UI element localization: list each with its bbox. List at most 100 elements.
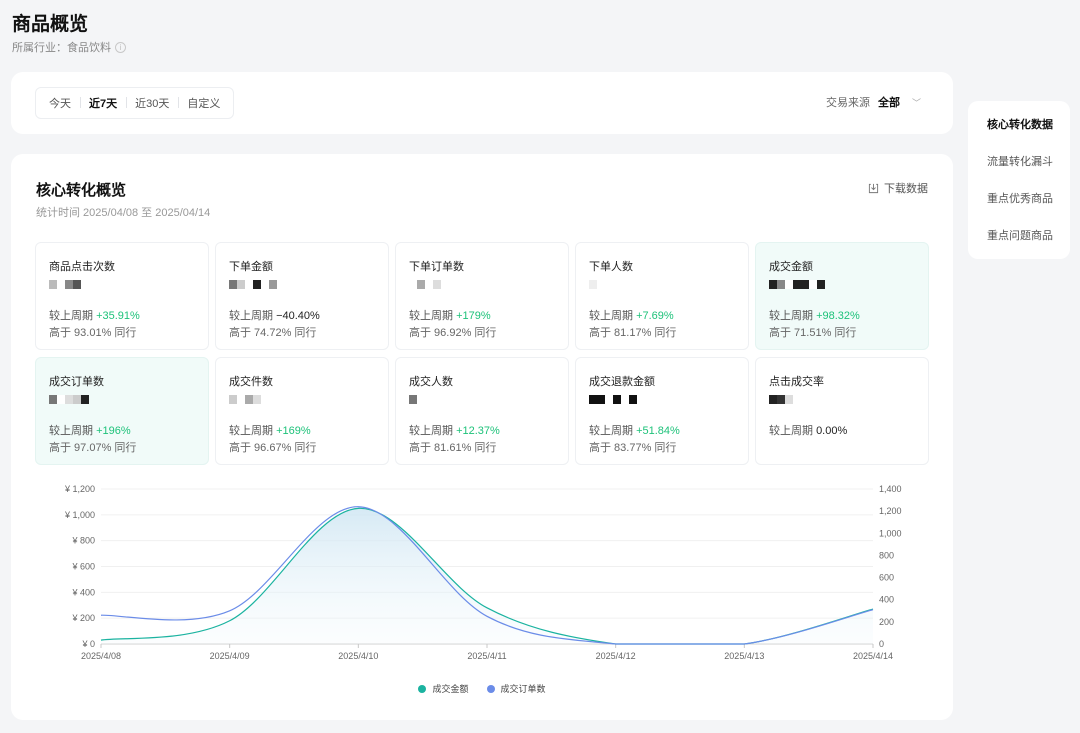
date-range-selector: 今天 近7天 近30天 自定义 (35, 87, 235, 119)
section-title: 核心转化概览 (36, 182, 127, 199)
metric-card[interactable]: 成交人数 较上周期 +12.37% 高于 81.61% 同行 (395, 357, 569, 465)
x-tick-label: 2025/4/14 (853, 651, 893, 661)
x-tick-label: 2025/4/09 (210, 651, 250, 661)
y-right-tick-label: 1,200 (879, 506, 902, 516)
source-label: 交易来源 (825, 97, 870, 109)
metric-card[interactable]: 商品点击次数 较上周期 +35.91% 高于 93.01% 同行 (35, 242, 209, 350)
y-left-tick-label: ¥ 1,000 (64, 510, 95, 520)
metric-compare-value: +98.32% (816, 310, 860, 322)
metric-card[interactable]: 下单订单数较上周期 +179% 高于 96.92% 同行 (395, 242, 569, 350)
anchor-top-products[interactable]: 重点优秀商品 (987, 193, 1053, 205)
metric-value-masked (769, 395, 793, 405)
y-left-tick-label: ¥ 600 (71, 562, 95, 572)
metric-compare: 较上周期 −40.40% (229, 307, 320, 323)
y-right-tick-label: 0 (879, 639, 884, 649)
metric-value-masked (769, 280, 825, 290)
anchor-core-data[interactable]: 核心转化数据 (987, 119, 1053, 131)
metric-card[interactable]: 点击成交率较上周期 0.00% (755, 357, 929, 465)
metric-compare-value: +196% (96, 425, 131, 437)
metric-value-masked (409, 280, 441, 290)
metric-card[interactable]: 成交金额较上周期 +98.32% 高于 71.51% 同行 (755, 242, 929, 350)
y-right-tick-label: 1,400 (879, 484, 902, 494)
metric-value-masked (49, 395, 89, 405)
metric-label: 成交退款金额 (589, 376, 655, 388)
stat-period: 统计时间 2025/04/08 至 2025/04/14 (36, 207, 211, 219)
metric-compare-value: +35.91% (96, 310, 140, 322)
legend-item-orders[interactable]: 成交订单数 (486, 682, 546, 695)
y-right-tick-label: 200 (879, 617, 894, 627)
chart-legend: 成交金额 成交订单数 (11, 682, 953, 695)
metric-compare-value: +7.69% (636, 310, 674, 322)
metric-peer-rank: 高于 71.51% 同行 (769, 327, 857, 339)
download-icon (868, 183, 879, 193)
source-selector[interactable]: 交易来源 全部 ﹀ (826, 94, 921, 110)
metric-peer-rank: 高于 81.61% 同行 (409, 442, 497, 454)
page-title: 商品概览 (12, 14, 89, 35)
metric-compare-label: 较上周期 (409, 425, 453, 437)
metric-card[interactable]: 下单金额较上周期 −40.40% 高于 74.72% 同行 (215, 242, 389, 350)
y-left-tick-label: ¥ 0 (81, 639, 95, 649)
x-tick-label: 2025/4/11 (467, 651, 506, 661)
range-custom[interactable]: 自定义 (178, 95, 229, 111)
source-value[interactable]: 全部 (877, 97, 900, 109)
metric-compare: 较上周期 +35.91% (49, 307, 140, 323)
metric-compare: 较上周期 +51.84% (589, 422, 680, 438)
legend-label-amount: 成交金额 (432, 684, 469, 694)
metric-compare-value: +51.84% (636, 425, 680, 437)
metric-compare-value: 0.00% (816, 425, 848, 437)
info-icon[interactable]: i (115, 41, 126, 53)
chevron-down-icon[interactable]: ﹀ (911, 97, 921, 108)
metric-value-masked (589, 280, 597, 290)
range-30days[interactable]: 近30天 (126, 95, 178, 111)
anchor-traffic-funnel[interactable]: 流量转化漏斗 (987, 156, 1053, 168)
metric-compare-label: 较上周期 (769, 310, 813, 322)
x-tick-label: 2025/4/08 (81, 651, 121, 661)
legend-item-amount[interactable]: 成交金额 (418, 682, 469, 695)
metric-card[interactable]: 下单人数 较上周期 +7.69% 高于 81.17% 同行 (575, 242, 749, 350)
metric-peer-rank: 高于 96.92% 同行 (409, 327, 497, 339)
metric-compare-label: 较上周期 (229, 310, 273, 322)
metric-compare: 较上周期 0.00% (769, 422, 847, 438)
metric-compare-value: −40.40% (276, 310, 320, 322)
metric-compare-label: 较上周期 (49, 310, 93, 322)
metric-card[interactable]: 成交退款金额 较上周期 +51.84% 高于 83.77% 同行 (575, 357, 749, 465)
metric-compare: 较上周期 +196% (49, 422, 131, 438)
metric-peer-rank: 高于 83.77% 同行 (589, 442, 677, 454)
x-tick-label: 2025/4/13 (724, 651, 764, 661)
metric-compare-value: +169% (276, 425, 311, 437)
filter-card: 今天 近7天 近30天 自定义 交易来源 全部 ﹀ (11, 72, 953, 134)
metric-label: 点击成交率 (769, 376, 824, 388)
metric-compare-value: +179% (456, 310, 491, 322)
metric-label: 成交金额 (769, 261, 813, 273)
metric-compare-label: 较上周期 (589, 425, 633, 437)
download-label: 下载数据 (884, 183, 928, 195)
metric-compare-label: 较上周期 (769, 425, 813, 437)
anchor-problem-products[interactable]: 重点问题商品 (987, 230, 1053, 242)
metric-label: 下单订单数 (409, 261, 464, 273)
series-area-0 (101, 508, 873, 644)
metric-compare-label: 较上周期 (229, 425, 273, 437)
metric-label: 下单金额 (229, 261, 273, 273)
y-left-tick-label: ¥ 400 (71, 587, 95, 597)
metric-peer-rank: 高于 74.72% 同行 (229, 327, 317, 339)
overview-card: 核心转化概览 统计时间 2025/04/08 至 2025/04/14 下载数据… (11, 154, 953, 720)
metric-compare: 较上周期 +7.69% (589, 307, 674, 323)
metric-card[interactable]: 成交订单数 较上周期 +196% 高于 97.07% 同行 (35, 357, 209, 465)
metric-peer-rank: 高于 81.17% 同行 (589, 327, 677, 339)
download-button[interactable]: 下载数据 (868, 180, 928, 196)
y-right-tick-label: 400 (879, 595, 894, 605)
metric-compare-label: 较上周期 (409, 310, 453, 322)
range-7days[interactable]: 近7天 (80, 95, 126, 111)
legend-dot-orders (486, 684, 495, 693)
metric-compare: 较上周期 +98.32% (769, 307, 860, 323)
metric-peer-rank: 高于 97.07% 同行 (49, 442, 137, 454)
range-today[interactable]: 今天 (49, 98, 71, 110)
metric-compare-label: 较上周期 (49, 425, 93, 437)
metric-value-masked (229, 280, 277, 290)
metric-compare-label: 较上周期 (589, 310, 633, 322)
trend-chart: ¥ 0 ¥ 200 ¥ 400 ¥ 600 ¥ 800 ¥ 1,000 ¥ 1,200 0 20… (64, 484, 902, 661)
metric-value-masked (589, 395, 637, 405)
metric-label: 成交件数 (229, 376, 273, 388)
y-left-tick-label: ¥ 200 (71, 613, 95, 623)
metric-card[interactable]: 成交件数 较上周期 +169% 高于 96.67% 同行 (215, 357, 389, 465)
